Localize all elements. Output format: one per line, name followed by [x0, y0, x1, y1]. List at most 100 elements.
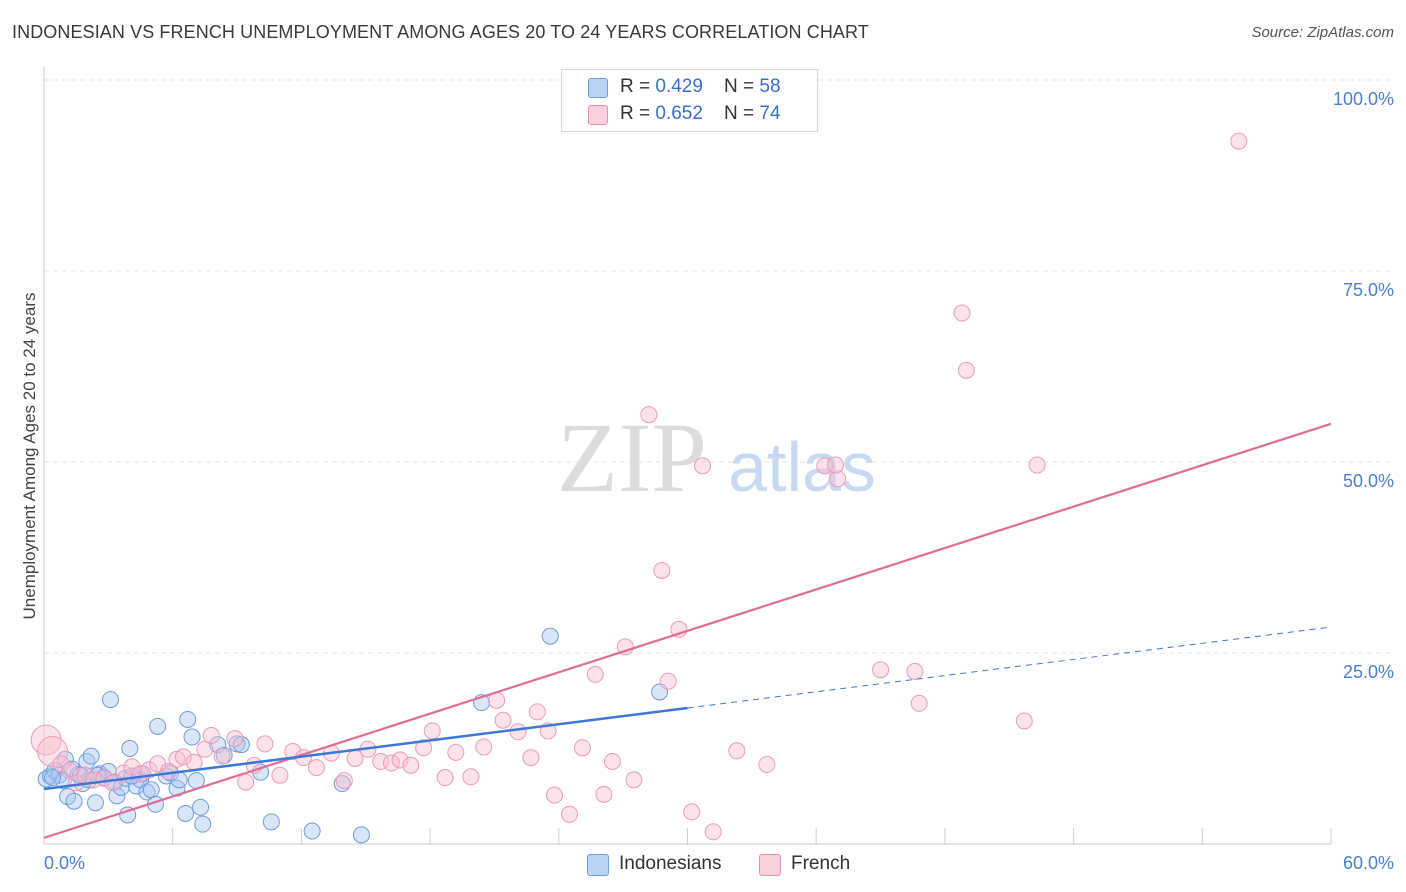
indonesians-point: [86, 794, 104, 812]
french-point: [522, 749, 540, 767]
french-point: [52, 755, 70, 773]
french-point: [372, 752, 390, 770]
french-point: [872, 661, 890, 679]
french-point: [561, 805, 579, 823]
french-point: [528, 703, 546, 721]
indonesians-point: [108, 787, 126, 805]
french-point: [603, 752, 621, 770]
french-point: [271, 766, 289, 784]
french-trend-line: [43, 422, 1332, 839]
french-point: [30, 724, 62, 756]
french-point: [391, 751, 409, 769]
french-point: [447, 743, 465, 761]
indonesians-point: [192, 798, 210, 816]
legend-r-value: 0.429: [655, 76, 703, 97]
french-point: [827, 456, 845, 474]
indonesians-swatch: [588, 78, 608, 98]
french-point: [494, 711, 512, 729]
indonesians-point: [179, 710, 197, 728]
y-tick-label: 25.0%: [1343, 662, 1394, 682]
indonesians-point: [54, 772, 72, 790]
axes: [43, 66, 1332, 845]
indonesians-point: [119, 806, 137, 824]
french-point: [423, 722, 441, 740]
x-tick-label: 0.0%: [44, 853, 85, 873]
watermark-zip: ZIP: [557, 402, 707, 513]
french-point: [906, 662, 924, 680]
y-axis-label: Unemployment Among Ages 20 to 24 years: [20, 292, 39, 620]
trend-lines: [43, 422, 1332, 839]
indonesians-point: [44, 769, 62, 787]
french-point: [37, 736, 69, 768]
tick-labels: 25.0% 50.0% 75.0% 100.0% 0.0% 60.0%: [44, 89, 1394, 873]
french-point: [758, 756, 776, 774]
indonesians-point: [65, 792, 83, 810]
french-point: [953, 304, 971, 322]
french-point: [415, 739, 433, 757]
legend-r-label: R =: [620, 103, 656, 124]
chart-title: INDONESIAN VS FRENCH UNEMPLOYMENT AMONG …: [12, 22, 869, 42]
french-point: [402, 756, 420, 774]
french-point: [256, 735, 274, 753]
legend-n-value: 58: [759, 76, 781, 97]
french-point: [307, 759, 325, 777]
y-tick-label: 100.0%: [1333, 89, 1394, 109]
french-point: [829, 470, 847, 488]
french-point: [616, 638, 634, 656]
legend-r-value: 0.652: [655, 103, 703, 124]
indonesians-point: [303, 822, 321, 840]
french-point: [653, 561, 671, 579]
y-tick-label: 75.0%: [1343, 280, 1394, 300]
indonesians-point: [333, 775, 351, 793]
french-point: [462, 768, 480, 786]
french-point: [196, 740, 214, 758]
french-point: [1230, 132, 1248, 150]
indonesians-trend-extension: [687, 626, 1332, 709]
indonesians-point: [149, 717, 167, 735]
grid-lines: [44, 79, 1394, 654]
watermark-atlas: atlas: [728, 428, 876, 506]
y-tick-label: 50.0%: [1343, 471, 1394, 491]
french-legend-swatch: [759, 854, 781, 876]
legend-n-value: 74: [759, 103, 781, 124]
indonesians-trend-line: [43, 706, 688, 791]
french-point: [957, 361, 975, 379]
french-legend-label: French: [791, 853, 851, 874]
french-point: [202, 727, 220, 745]
french-point: [683, 803, 701, 821]
french-point: [213, 747, 231, 765]
french-point: [586, 665, 604, 683]
french-point: [659, 672, 677, 690]
french-point: [728, 742, 746, 760]
french-point: [625, 771, 643, 789]
indonesians-point: [183, 728, 201, 746]
indonesians-legend-label: Indonesians: [619, 853, 722, 874]
french-point: [1015, 712, 1033, 730]
french-point: [640, 406, 658, 424]
source-attribution: Source: ZipAtlas.com: [1251, 24, 1394, 41]
french-point: [910, 694, 928, 712]
indonesians-point: [142, 781, 160, 799]
french-point: [1028, 456, 1046, 474]
indonesians-point: [352, 826, 370, 844]
legend-n-label: N =: [724, 103, 760, 124]
french-point: [185, 753, 203, 771]
french-point: [140, 761, 158, 779]
french-point: [546, 786, 564, 804]
french-point: [237, 773, 255, 791]
french-point: [436, 769, 454, 787]
correlation-legend: R = 0.429 N = 58 R = 0.652 N = 74: [561, 69, 818, 132]
indonesians-point: [177, 804, 195, 822]
indonesians-point: [252, 763, 270, 781]
french-point: [114, 764, 132, 782]
indonesians-point: [101, 691, 119, 709]
indonesians-point: [262, 813, 280, 831]
french-swatch: [588, 105, 608, 125]
french-point: [595, 785, 613, 803]
legend-r-label: R =: [620, 76, 656, 97]
indonesians-point: [541, 627, 559, 645]
french-point: [475, 738, 493, 756]
french-point: [694, 457, 712, 475]
french-point: [704, 823, 722, 841]
french-point: [174, 748, 192, 766]
